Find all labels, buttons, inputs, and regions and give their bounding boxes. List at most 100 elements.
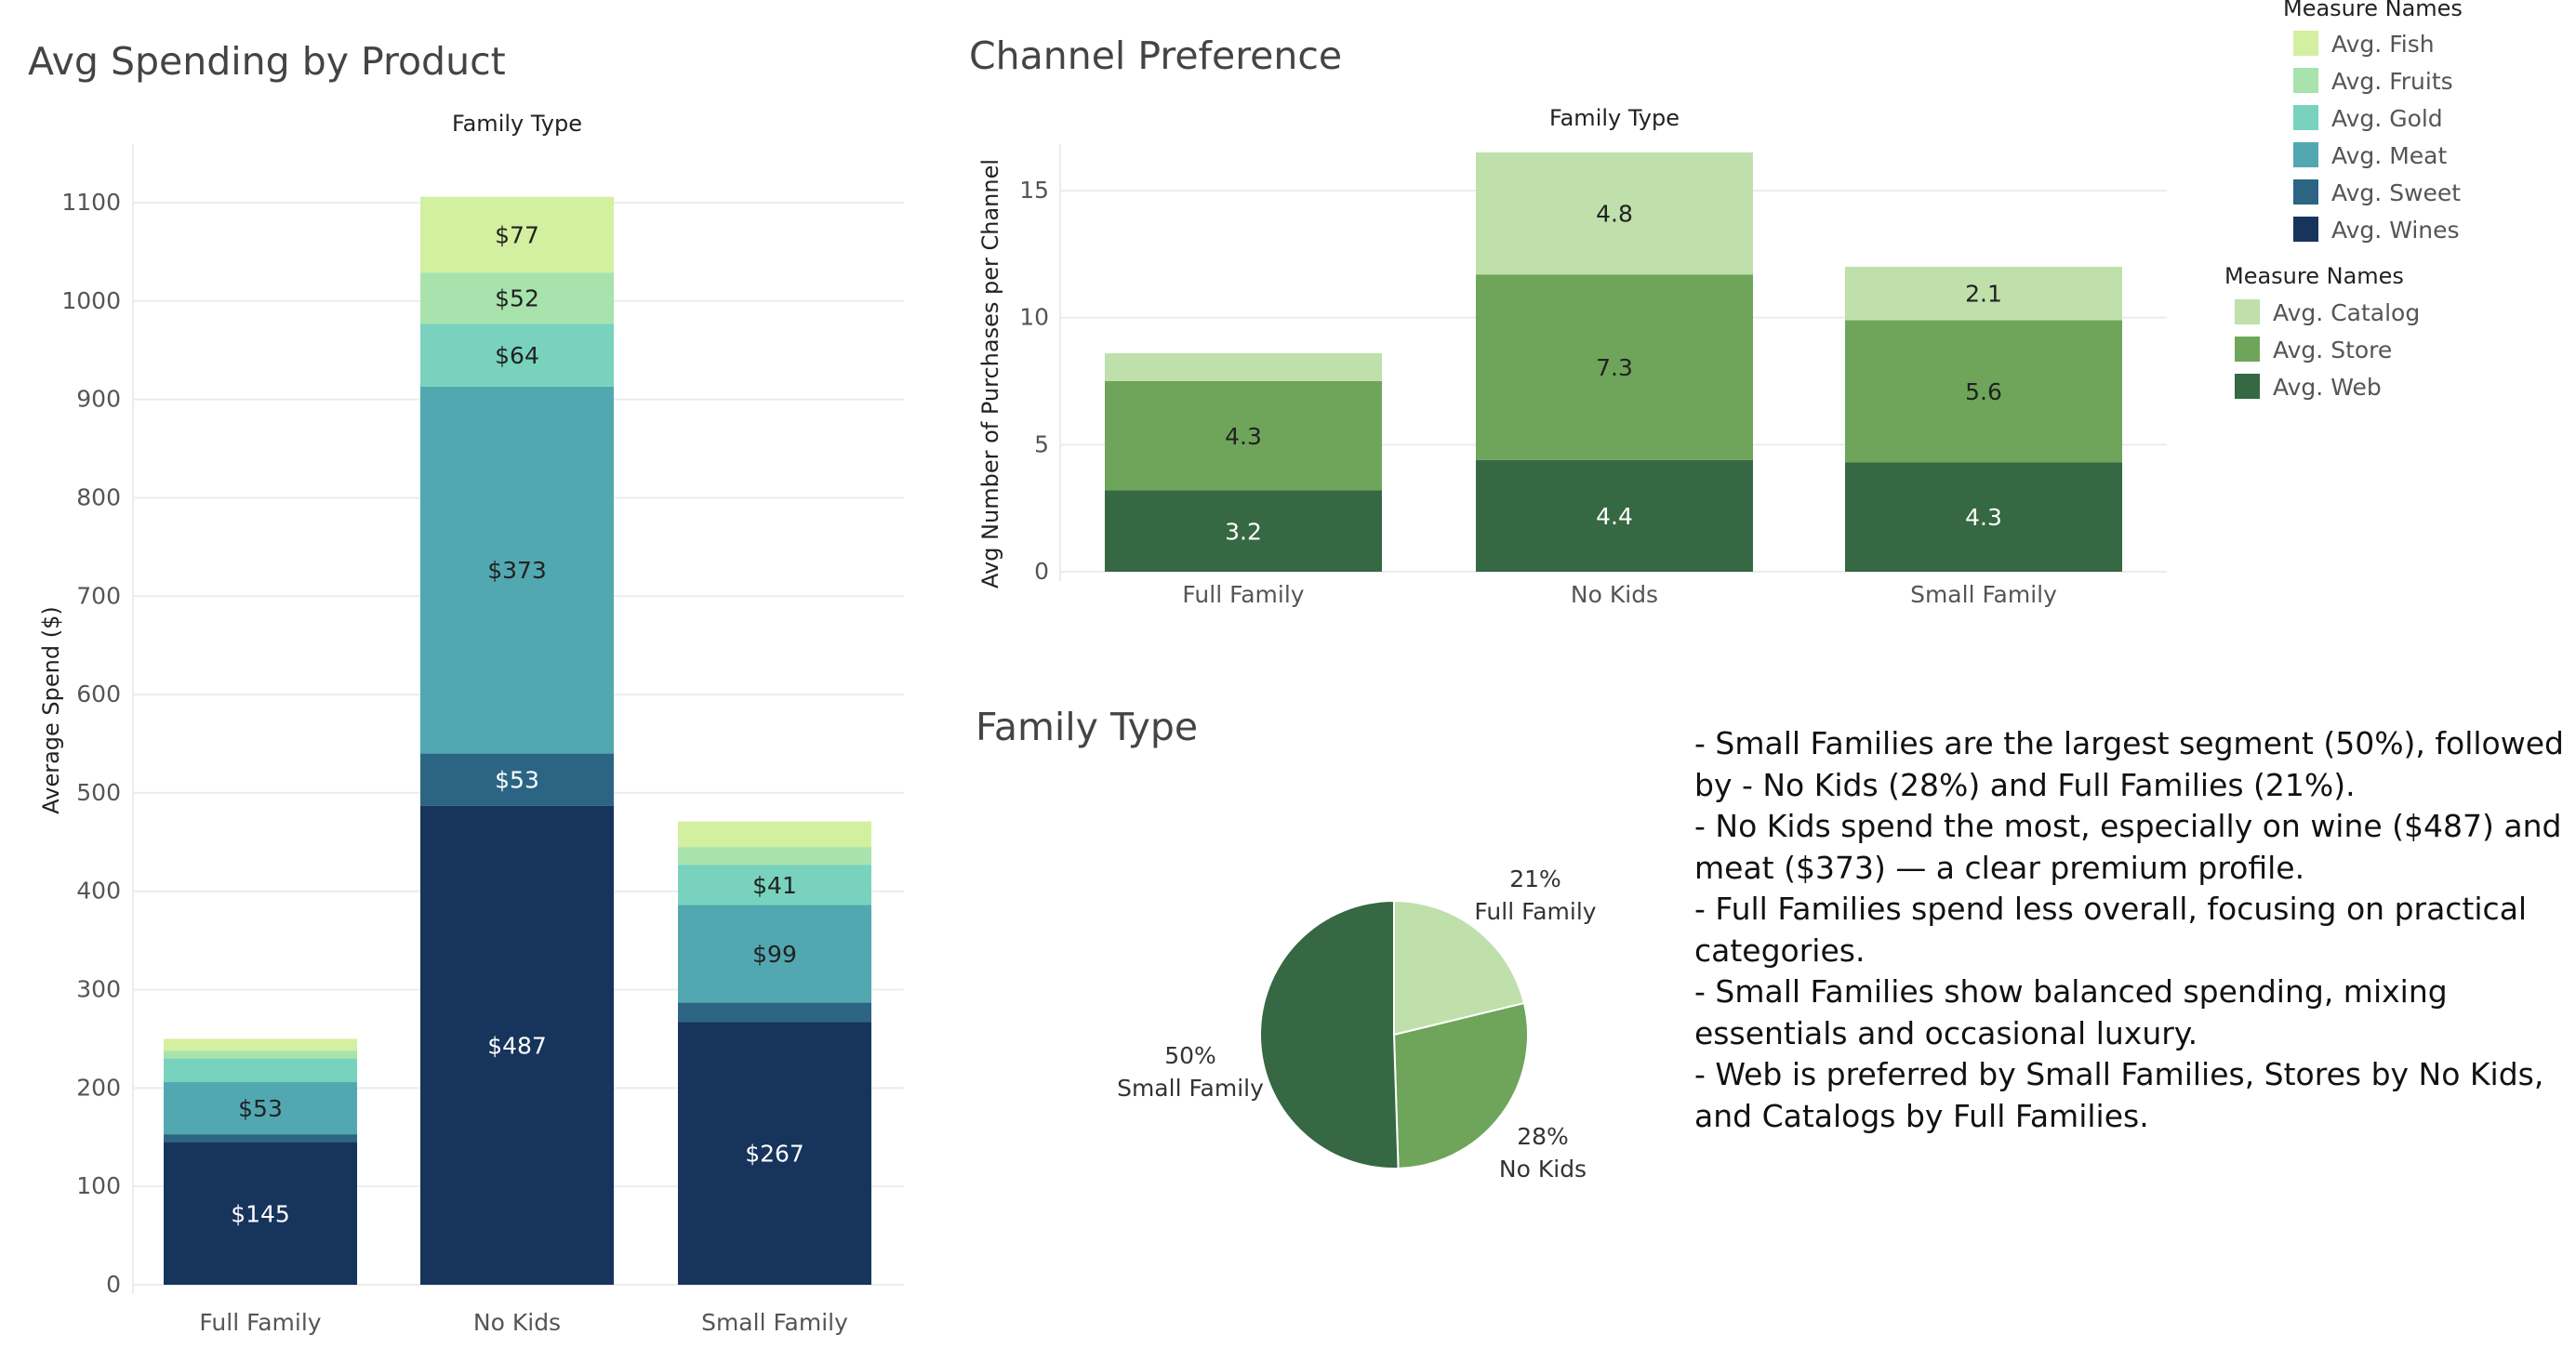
- spending-chart: Family Type Average Spend ($) $145 $53 $48…: [38, 111, 904, 1336]
- spending-bar-segment: [164, 1058, 357, 1083]
- legend-swatch: [2235, 337, 2260, 362]
- pie-chart-title: Family Type: [976, 705, 1198, 749]
- spending-data-label: $145: [231, 1200, 290, 1227]
- insights-notes: - Small Families are the largest segment…: [1694, 723, 2569, 1137]
- channel-data-label: 4.4: [1596, 503, 1633, 530]
- legend-swatch: [2293, 68, 2318, 93]
- channel-data-label: 4.3: [1965, 504, 2002, 531]
- insight-note: - Web is preferred by Small Families, St…: [1694, 1056, 2544, 1134]
- spending-bar-segment: [678, 1002, 871, 1023]
- spending-y-tick-label: 1100: [61, 189, 121, 216]
- pie-category-label: Small Family: [1117, 1075, 1264, 1102]
- channel-y-tick-label: 0: [1034, 558, 1049, 585]
- legend-item-label: Avg. Fruits: [2331, 68, 2453, 95]
- pie-percent-label: 28%: [1517, 1123, 1569, 1150]
- channel-y-tick-label: 10: [1019, 304, 1049, 331]
- pie-slice: [1393, 899, 1526, 1037]
- channel-legend-title: Measure Names: [2224, 263, 2404, 289]
- spending-bar-segment: [420, 196, 614, 273]
- spending-category-label: Small Family: [701, 1309, 848, 1336]
- spending-data-label: $53: [495, 767, 539, 794]
- spending-data-label: $487: [487, 1032, 547, 1059]
- product-legend: Measure Names Avg. Fish Avg. Fruits Avg. G…: [2283, 0, 2463, 244]
- pie-slice: [1259, 899, 1400, 1169]
- channel-data-label: 5.6: [1965, 378, 2002, 405]
- spending-y-tick-label: 400: [76, 878, 121, 905]
- channel-data-label: 7.3: [1596, 354, 1633, 381]
- pie-category-label: No Kids: [1499, 1156, 1587, 1183]
- spending-bar-segment: [678, 1022, 871, 1285]
- family-type-pie: 21% Full Family 28% No Kids 50% Small Family: [1117, 865, 1597, 1183]
- product-legend-title: Measure Names: [2283, 0, 2463, 21]
- spending-bar-segment: [420, 386, 614, 754]
- pie-percent-label: 50%: [1164, 1042, 1216, 1069]
- channel-data-label: 3.2: [1225, 518, 1262, 545]
- channel-bar-segment: [1476, 152, 1753, 275]
- legend-item-label: Avg. Wines: [2331, 217, 2460, 244]
- spending-data-label: $77: [495, 221, 539, 248]
- spending-bar-segment: [678, 847, 871, 865]
- channel-y-tick-label: 15: [1019, 177, 1049, 204]
- channel-category-label: Small Family: [1910, 581, 2057, 608]
- channel-category-label: Full Family: [1182, 581, 1304, 608]
- legend-swatch: [2293, 142, 2318, 167]
- spending-bar-segment: [678, 905, 871, 1003]
- spending-bar-segment: [164, 1050, 357, 1059]
- legend-swatch: [2293, 31, 2318, 56]
- channel-chart: Family Type Avg Number of Purchases per …: [977, 105, 2167, 608]
- insight-note: - Small Families show balanced spending,…: [1694, 973, 2448, 1051]
- spending-y-tick-label: 100: [76, 1172, 121, 1199]
- spending-data-label: $52: [495, 285, 539, 312]
- spending-y-tick-label: 600: [76, 680, 121, 707]
- channel-y-tick-label: 5: [1034, 430, 1049, 457]
- spending-bar-segment: [420, 805, 614, 1285]
- spending-data-label: $267: [745, 1141, 804, 1168]
- legend-item-label: Avg. Catalog: [2273, 299, 2420, 326]
- channel-bar-segment: [1845, 320, 2122, 463]
- spending-y-tick-label: 200: [76, 1074, 121, 1101]
- channel-x-header: Family Type: [1549, 105, 1680, 131]
- spending-bar-segment: [164, 1038, 357, 1051]
- spending-y-tick-label: 500: [76, 779, 121, 806]
- pie-percent-label: 21%: [1509, 865, 1561, 892]
- pie-slice: [1392, 1001, 1529, 1169]
- legend-swatch: [2235, 299, 2260, 324]
- channel-data-label: 4.8: [1596, 201, 1633, 228]
- channel-data-label: 2.1: [1965, 281, 2002, 308]
- spending-bar-segment: [420, 324, 614, 387]
- spending-y-tick-label: 0: [106, 1271, 121, 1298]
- channel-chart-title: Channel Preference: [969, 33, 1342, 78]
- legend-item-label: Avg. Gold: [2331, 105, 2443, 132]
- legend-swatch: [2293, 105, 2318, 130]
- channel-legend: Measure Names Avg. Catalog Avg. Store Avg.…: [2224, 263, 2420, 401]
- spending-data-label: $99: [752, 941, 797, 968]
- channel-bar-segment: [1476, 459, 1753, 572]
- spending-bar-segment: [164, 1082, 357, 1135]
- spending-y-axis-label: Average Spend ($): [38, 606, 64, 814]
- spending-category-label: No Kids: [473, 1309, 561, 1336]
- spending-bar-segment: [164, 1134, 357, 1143]
- legend-swatch: [2235, 374, 2260, 399]
- channel-bar-segment: [1845, 462, 2122, 572]
- channel-bar-segment: [1105, 381, 1382, 491]
- insight-note: - Full Families spend less overall, focu…: [1694, 891, 2528, 969]
- channel-bar-segment: [1105, 352, 1382, 381]
- spending-y-tick-label: 300: [76, 976, 121, 1003]
- spending-category-label: Full Family: [199, 1309, 321, 1336]
- legend-item-label: Avg. Store: [2273, 337, 2392, 363]
- insight-note: - No Kids spend the most, especially on …: [1694, 808, 2562, 886]
- legend-swatch: [2293, 217, 2318, 242]
- channel-category-label: No Kids: [1571, 581, 1658, 608]
- insight-note: - Small Families are the largest segment…: [1694, 725, 2564, 803]
- spending-y-tick-label: 800: [76, 483, 121, 510]
- spending-y-tick-label: 900: [76, 386, 121, 413]
- spending-data-label: $41: [752, 872, 797, 899]
- spending-data-label: $64: [495, 342, 539, 369]
- channel-bar-segment: [1476, 274, 1753, 460]
- spending-data-label: $53: [238, 1095, 283, 1122]
- spending-y-tick-label: 700: [76, 582, 121, 609]
- legend-item-label: Avg. Meat: [2331, 142, 2447, 169]
- spending-bar-segment: [420, 272, 614, 324]
- spending-x-header: Family Type: [452, 111, 582, 137]
